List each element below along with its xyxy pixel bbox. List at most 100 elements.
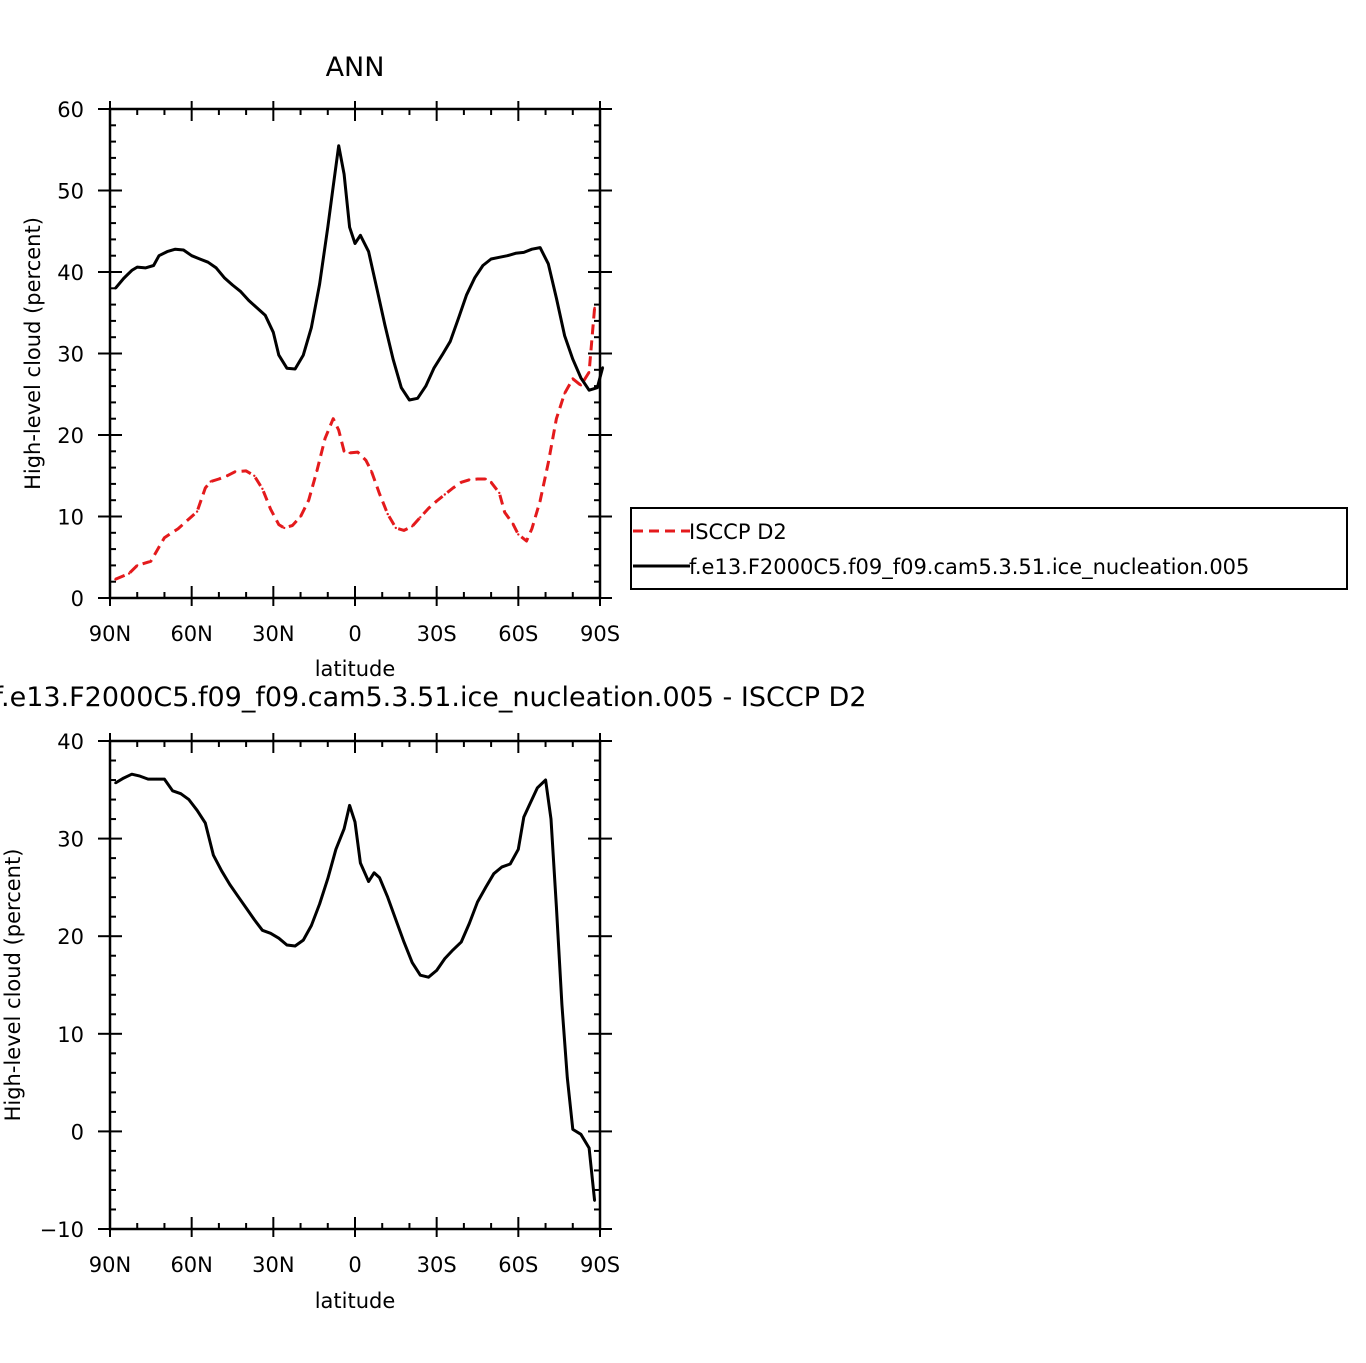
data-point [326, 226, 329, 229]
x-tick-label: 60N [170, 622, 212, 646]
data-point [244, 906, 248, 910]
y-axis-label: High-level cloud (percent) [1, 849, 25, 1122]
data-point [215, 266, 218, 270]
data-point [378, 876, 381, 879]
y-tick-label: 10 [57, 506, 84, 530]
y-tick-label: 10 [57, 1023, 84, 1047]
data-point [310, 924, 313, 927]
data-point [517, 533, 520, 536]
y-tick-label: 50 [57, 180, 84, 204]
data-point [435, 499, 438, 503]
data-point [498, 256, 501, 259]
x-tick-label: 60S [498, 1253, 538, 1277]
x-tick-label: 30N [252, 622, 294, 646]
data-point [114, 287, 117, 290]
data-point [432, 367, 436, 370]
data-point [451, 486, 455, 490]
x-tick-label: 60N [170, 1253, 212, 1277]
data-point [571, 1128, 574, 1131]
chart-title: f.e13.F2000C5.f09_f09.cam5.3.51.ice_nucl… [0, 682, 867, 713]
data-point [244, 469, 248, 473]
data-point [353, 242, 357, 245]
data-point [596, 386, 599, 389]
data-point [179, 792, 182, 795]
x-tick-label: 60S [498, 622, 538, 646]
data-point [269, 508, 272, 511]
legend: ISCCP D2 f.e13.F2000C5.f09_f09.cam5.3.51.… [630, 507, 1348, 590]
data-point [277, 523, 280, 526]
data-point [255, 306, 259, 310]
data-point [231, 283, 234, 287]
data-point [293, 367, 297, 371]
data-point [332, 185, 335, 188]
data-point [209, 480, 212, 483]
data-point [435, 969, 438, 972]
data-point [503, 511, 506, 514]
data-point [332, 417, 335, 420]
series-line-isccp-d2 [114, 307, 597, 581]
data-point [587, 1146, 591, 1150]
data-point [484, 886, 487, 889]
data-point [171, 789, 174, 792]
data-point [342, 450, 346, 453]
y-axis-label: High-level cloud (percent) [21, 217, 45, 490]
y-tick-label: 20 [57, 424, 84, 448]
legend-label: f.e13.F2000C5.f09_f09.cam5.3.51.ice_nucl… [689, 555, 1249, 580]
data-point [195, 510, 199, 513]
data-point [419, 974, 422, 977]
y-tick-label: 0 [71, 587, 84, 611]
data-point [555, 417, 558, 420]
data-point [204, 821, 207, 825]
x-tick-label: 90S [580, 622, 620, 646]
data-point [337, 428, 340, 432]
data-point [579, 384, 583, 387]
data-point [383, 323, 387, 327]
data-point [468, 478, 471, 481]
x-axis-label: latitude [315, 657, 396, 681]
data-point [122, 277, 125, 280]
data-point [136, 564, 139, 567]
data-point [579, 376, 583, 380]
x-tick-label: 90S [580, 1253, 620, 1277]
data-point [163, 777, 166, 781]
data-point [272, 331, 275, 334]
data-point [353, 820, 357, 824]
data-point [481, 264, 485, 267]
data-point [449, 340, 452, 343]
data-point [318, 283, 321, 286]
data-point [323, 437, 327, 440]
data-point [394, 918, 397, 921]
data-point [217, 477, 221, 481]
data-point [386, 512, 389, 516]
data-point [460, 481, 463, 484]
data-point [130, 773, 133, 776]
data-point [253, 918, 256, 921]
data-point [285, 943, 289, 947]
data-point [285, 367, 289, 370]
x-axis-label: latitude [315, 1289, 396, 1313]
data-point [144, 266, 147, 270]
data-point [187, 798, 191, 801]
data-point [130, 269, 133, 272]
data-point [190, 254, 193, 257]
data-point [337, 144, 340, 147]
data-point [157, 254, 161, 257]
data-point [269, 932, 272, 935]
data-point [473, 276, 476, 279]
x-tick-label: 90N [89, 1253, 131, 1277]
data-point [549, 817, 553, 821]
data-point [149, 560, 152, 563]
data-point [239, 290, 242, 293]
data-point [307, 499, 310, 502]
data-point [484, 477, 487, 481]
data-point [367, 250, 370, 253]
x-tick-label: 30N [252, 1253, 294, 1277]
data-point [195, 809, 199, 812]
data-point [411, 961, 414, 964]
chart-title: ANN [326, 52, 385, 83]
data-point [555, 296, 558, 300]
data-point [261, 929, 264, 932]
data-point [204, 486, 207, 490]
data-point [587, 389, 591, 392]
